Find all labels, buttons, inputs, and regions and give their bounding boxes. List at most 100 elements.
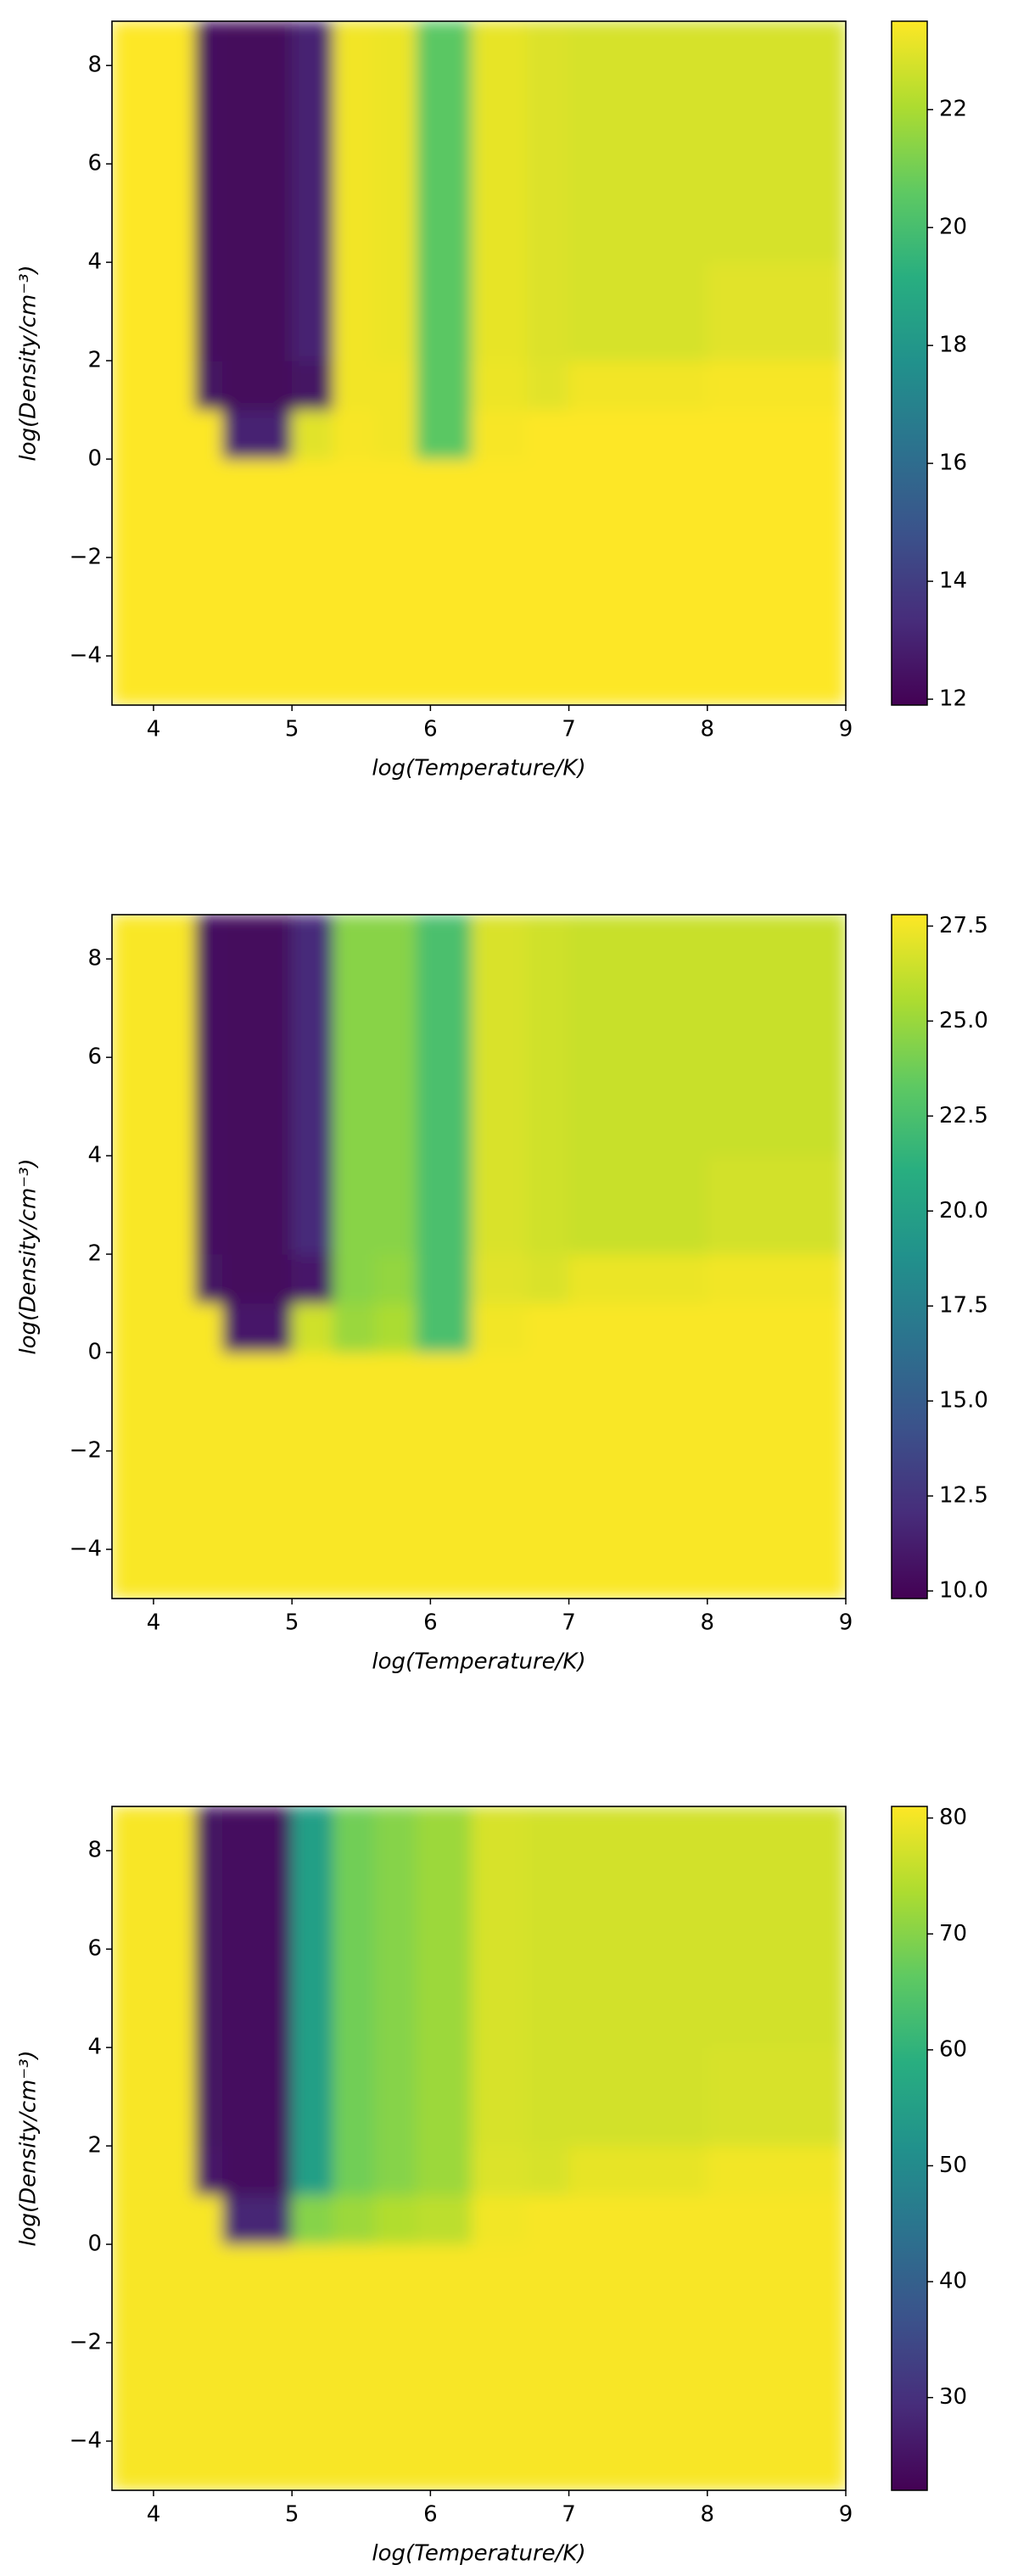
heatmap-cell: [333, 1155, 376, 1255]
heatmap-cell: [374, 2194, 417, 2245]
heatmap-cell: [416, 163, 473, 263]
heatmap-cell: [707, 1253, 846, 1304]
colorbar-tick-label: 17.5: [939, 1293, 988, 1319]
heatmap-cell: [416, 1806, 473, 1950]
heatmap-cell: [568, 1056, 708, 1156]
heatmap-cell: [222, 2047, 293, 2147]
heatmap-cell: [527, 2243, 570, 2490]
y-tick-label: 0: [87, 2232, 102, 2257]
heatmap-cell: [568, 1352, 708, 1599]
colorbar-tick-label: 22: [939, 97, 967, 122]
y-axis-label: log(Density/cm⁻³): [16, 2050, 42, 2246]
heatmap-cell: [291, 1056, 334, 1156]
heatmap-cell: [568, 915, 708, 1058]
heatmap-cell: [291, 1302, 334, 1353]
heatmap-cell: [568, 1948, 708, 2048]
heatmap-cell: [471, 458, 529, 705]
colorbar-tick-label: 20: [939, 215, 967, 240]
colorbar-tick-label: 12.5: [939, 1483, 988, 1509]
colorbar-tick-label: 18: [939, 333, 967, 358]
heatmap-cell: [527, 2145, 570, 2196]
heatmap-cell: [112, 1352, 196, 1599]
colorbar-tick-label: 27.5: [939, 913, 988, 938]
heatmap-cell: [568, 261, 708, 361]
colorbar-tick-label: 60: [939, 2036, 967, 2062]
x-axis-label: log(Temperature/K): [372, 756, 585, 781]
x-axis-label: log(Temperature/K): [372, 1649, 585, 1675]
heatmap-cell: [707, 21, 846, 165]
heatmap-cell: [416, 1352, 473, 1599]
heatmap-cell: [291, 261, 334, 361]
heatmap-cell: [194, 1806, 224, 1950]
heatmap-cell: [416, 1155, 473, 1255]
heatmap-cell: [568, 2243, 708, 2490]
heatmap-cell: [568, 2145, 708, 2196]
colorbar: [891, 1806, 928, 2491]
y-tick-label: 6: [87, 151, 102, 176]
heatmap-cell: [707, 1806, 846, 1950]
heatmap-cell: [527, 360, 570, 411]
heatmap-cell: [112, 1253, 196, 1304]
x-tick-label: 6: [423, 1610, 438, 1636]
heatmap-cell: [112, 2047, 196, 2147]
heatmap-cell: [707, 1155, 846, 1255]
x-tick-label: 7: [562, 1610, 576, 1636]
heatmap-cell: [568, 21, 708, 165]
heatmap-cell: [374, 1948, 417, 2048]
heatmap-cell: [527, 163, 570, 263]
heatmap-cell: [707, 2047, 846, 2147]
heatmap-cell: [194, 1253, 224, 1304]
heatmap-cell: [374, 915, 417, 1058]
heatmap-cell: [194, 360, 224, 411]
heatmap-cell: [333, 915, 376, 1058]
colorbar-tick-label: 12: [939, 686, 967, 712]
x-tick-label: 6: [423, 2502, 438, 2528]
heatmap-cell: [112, 1806, 196, 1950]
heatmap-cell: [291, 2243, 334, 2490]
heatmap-area: [112, 21, 846, 705]
y-tick-label: 8: [87, 946, 102, 972]
colorbar-tick-label: 30: [939, 2384, 967, 2410]
heatmap-cell: [333, 2194, 376, 2245]
heatmap-cell: [222, 1352, 293, 1599]
x-tick-label: 8: [701, 717, 715, 742]
x-tick-label: 4: [147, 717, 161, 742]
heatmap-cell: [471, 2243, 529, 2490]
heatmap-cell: [333, 2145, 376, 2196]
heatmap-cell: [568, 1302, 708, 1353]
heatmap-cell: [374, 1352, 417, 1599]
heatmap-cell: [527, 2194, 570, 2245]
x-tick-label: 5: [285, 2502, 299, 2528]
heatmap-cell: [471, 261, 529, 361]
heatmap-cell: [333, 409, 376, 460]
colorbar-tick-label: 40: [939, 2269, 967, 2294]
heatmap-cell: [374, 163, 417, 263]
heatmap-cell: [707, 360, 846, 411]
heatmap-cell: [527, 1806, 570, 1950]
colorbar-tick-label: 16: [939, 451, 967, 476]
heatmap-cell: [333, 2243, 376, 2490]
heatmap-cell: [707, 1948, 846, 2048]
heatmap-cell: [568, 1253, 708, 1304]
x-tick-label: 9: [839, 2502, 853, 2528]
heatmap-cell: [222, 1253, 293, 1304]
heatmap-cell: [112, 261, 196, 361]
x-tick-label: 5: [285, 717, 299, 742]
heatmap-cell: [194, 458, 224, 705]
heatmap-cell: [291, 915, 334, 1058]
heatmap-cell: [707, 1056, 846, 1156]
y-tick-label: 2: [87, 2133, 102, 2159]
heatmap-cells: [112, 21, 846, 705]
x-tick-label: 4: [147, 1610, 161, 1636]
y-tick-label: −2: [70, 1438, 102, 1464]
heatmap-cell: [291, 2194, 334, 2245]
heatmap-cells: [112, 915, 846, 1599]
heatmap-cell: [291, 1352, 334, 1599]
y-tick-label: −4: [70, 2428, 102, 2454]
y-tick-label: −2: [70, 545, 102, 570]
heatmap-cell: [471, 1302, 529, 1353]
heatmap-cell: [416, 2194, 473, 2245]
heatmap-cell: [222, 360, 293, 411]
heatmap-cell: [291, 1806, 334, 1950]
heatmap-cell: [291, 1253, 334, 1304]
